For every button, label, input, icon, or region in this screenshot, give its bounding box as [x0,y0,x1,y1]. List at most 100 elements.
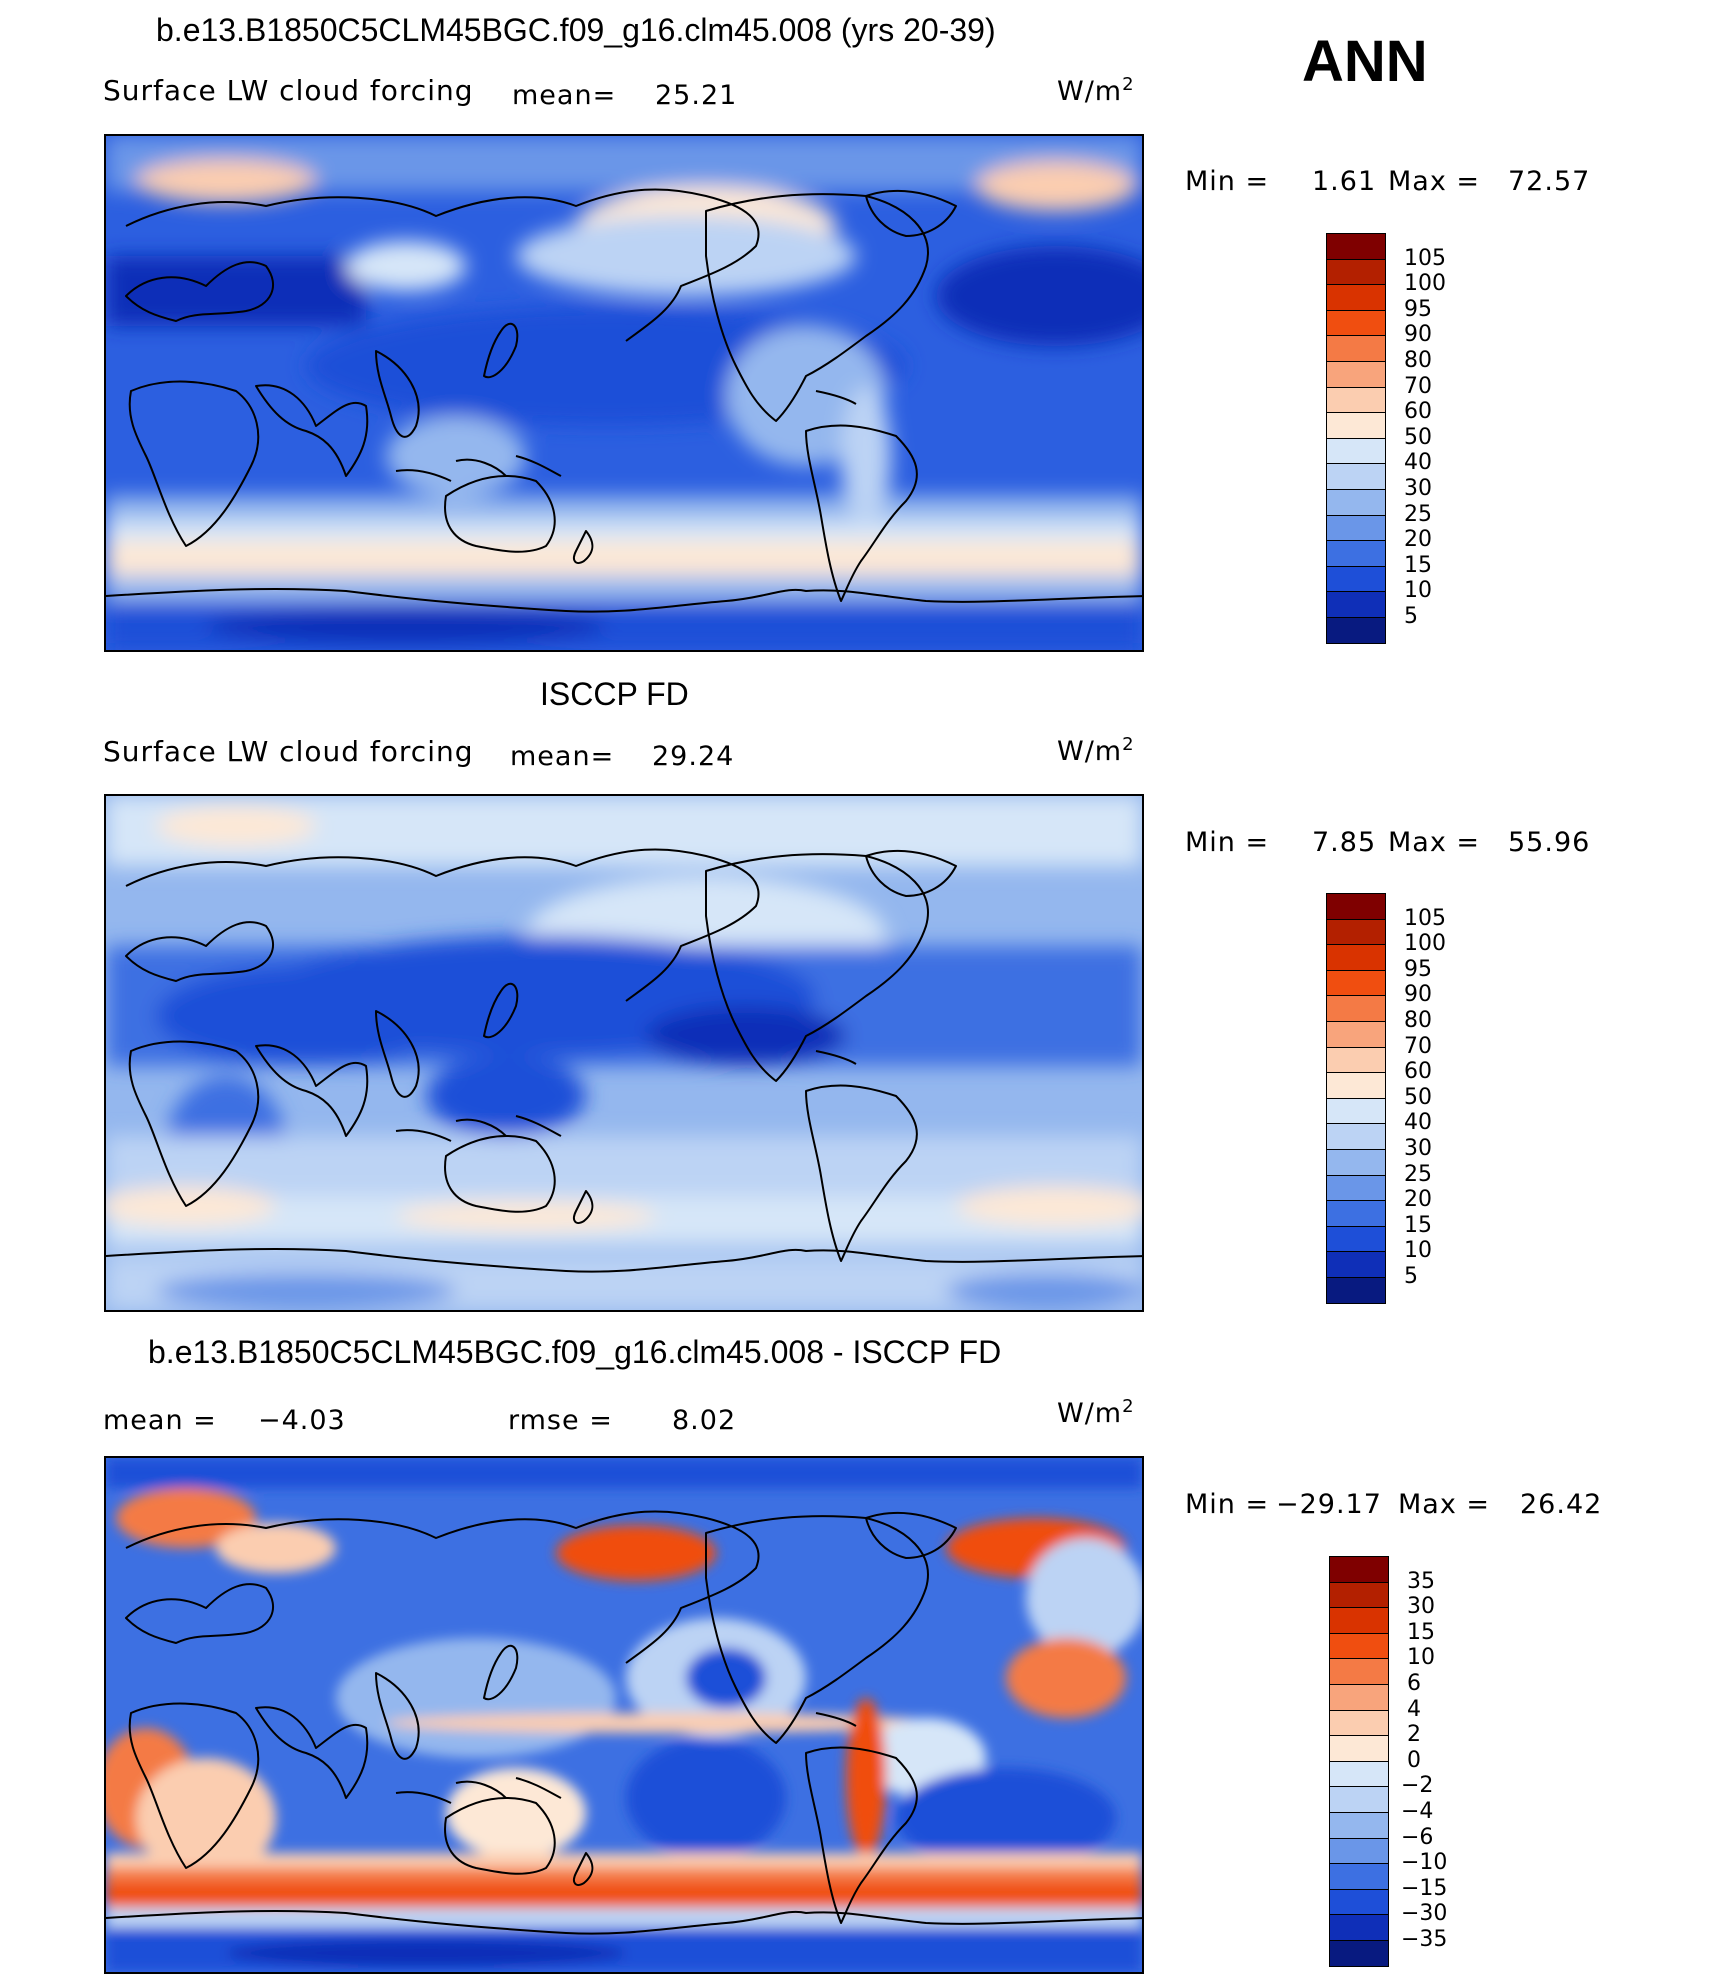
colorbar-swatch [1326,1251,1386,1278]
panel-1-mean-value: 25.21 [655,80,738,111]
colorbar-swatch [1326,591,1386,618]
colorbar-swatch [1326,386,1386,414]
colorbar-swatch [1326,309,1386,337]
panel-1-max-value: 72.57 [1508,166,1591,197]
panel-2-max-value: 55.96 [1508,827,1591,858]
colorbar-swatch [1326,233,1386,260]
colorbar-swatch [1329,1556,1389,1583]
colorbar-swatch [1326,1046,1386,1074]
panel-1-title: b.e13.B1850C5CLM45BGC.f09_g16.clm45.008 … [156,12,996,48]
colorbar-swatch [1326,1225,1386,1253]
colorbar-swatch [1326,918,1386,946]
colorbar-label: 4 [1407,1696,1421,1722]
colorbar-swatch [1329,1940,1389,1967]
colorbar-swatch [1329,1786,1389,1813]
colorbar-label: 15 [1404,1212,1432,1238]
panel-2-map [104,794,1144,1312]
colorbar-swatch [1326,437,1386,465]
colorbar-swatch [1326,489,1386,516]
colorbar-swatch [1329,1863,1389,1890]
colorbar-swatch [1329,1735,1389,1762]
colorbar-swatch [1329,1658,1389,1685]
colorbar-swatch [1326,969,1386,997]
panel-1-min-value: 1.61 [1312,166,1377,197]
colorbar-label: 90 [1404,982,1432,1008]
colorbar-label: 5 [1404,1264,1418,1289]
colorbar-label: 10 [1407,1645,1435,1671]
colorbar-label: −15 [1401,1875,1448,1901]
panel-1-map [104,134,1144,652]
colorbar-label: 95 [1404,956,1432,982]
colorbar-label: 35 [1407,1568,1435,1594]
colorbar-label: 25 [1404,1161,1432,1187]
panel-3-rmse-label: rmse = [508,1405,613,1436]
colorbar-swatch [1326,565,1386,593]
colorbar-swatch [1329,1888,1389,1916]
panel-2-min-label: Min = [1185,827,1270,858]
panel-3-units: W/m2 [1057,1396,1135,1429]
panel-2-units: W/m2 [1057,734,1135,767]
colorbar-swatch [1329,1684,1389,1711]
colorbar-label: 15 [1404,552,1432,578]
colorbar-label: 70 [1404,1033,1432,1059]
colorbar-swatch [1326,361,1386,388]
panel-3-map [104,1456,1144,1974]
colorbar-label: −10 [1401,1850,1448,1876]
colorbar-swatch [1329,1607,1389,1634]
colorbar-swatch [1326,284,1386,311]
colorbar-swatch [1326,412,1386,439]
panel-2-mean-value: 29.24 [652,741,735,772]
colorbar-label: 0 [1407,1747,1421,1773]
colorbar-label: 10 [1404,578,1432,604]
colorbar-label: 20 [1404,1187,1432,1213]
colorbar-swatch [1326,335,1386,362]
colorbar-swatch [1329,1760,1389,1788]
colorbar-label: 70 [1404,373,1432,399]
colorbar-label: 6 [1407,1671,1421,1696]
panel-3-mean-value: −4.03 [258,1405,346,1436]
colorbar-swatch [1329,1709,1389,1737]
colorbar-label: −6 [1401,1824,1434,1850]
colorbar-swatch [1326,1200,1386,1227]
panel-3-mean-label: mean = [103,1405,217,1436]
panel-3-title: b.e13.B1850C5CLM45BGC.f09_g16.clm45.008 … [148,1334,1002,1370]
colorbar-label: 100 [1404,271,1446,297]
panel-2-mean-label: mean= [510,741,615,772]
colorbar-swatch [1326,995,1386,1022]
panel-1-variable: Surface LW cloud forcing [103,74,474,107]
panel-3-max-value: 26.42 [1520,1489,1603,1520]
colorbar-label: 60 [1404,1059,1432,1085]
panel-3-min-value: −29.17 [1276,1489,1382,1520]
colorbar-label: −2 [1401,1773,1434,1799]
colorbar-swatch [1329,1632,1389,1660]
colorbar-label: −30 [1401,1901,1448,1927]
panel-1-max-label: Max = [1388,166,1481,197]
colorbar-label: 100 [1404,931,1446,957]
colorbar-swatch [1329,1914,1389,1941]
colorbar-swatch [1326,944,1386,971]
colorbar-label: 40 [1404,450,1432,476]
colorbar-label: −35 [1401,1927,1448,1952]
panel-3-min-label: Min = [1185,1489,1270,1520]
colorbar-label: 30 [1404,476,1432,501]
colorbar-label: 40 [1404,1110,1432,1136]
colorbar-swatch [1326,1072,1386,1099]
colorbar-swatch [1326,540,1386,567]
colorbar-label: 50 [1404,1084,1432,1110]
colorbar-swatch [1326,1174,1386,1202]
colorbar-label: 15 [1407,1619,1435,1645]
colorbar-label: −4 [1401,1799,1434,1824]
panel-2-max-label: Max = [1388,827,1481,858]
colorbar-swatch [1329,1812,1389,1839]
colorbar-label: 60 [1404,399,1432,425]
colorbar-label: 20 [1404,527,1432,553]
colorbar-swatch [1326,893,1386,920]
colorbar-swatch [1326,1123,1386,1150]
panel-2-min-value: 7.85 [1312,827,1377,858]
colorbar-label: 90 [1404,322,1432,348]
panel-1-mean-label: mean= [512,80,617,111]
colorbar-swatch [1326,258,1386,286]
colorbar-label: 5 [1404,604,1418,629]
colorbar-label: 30 [1407,1594,1435,1620]
colorbar-swatch [1326,617,1386,644]
